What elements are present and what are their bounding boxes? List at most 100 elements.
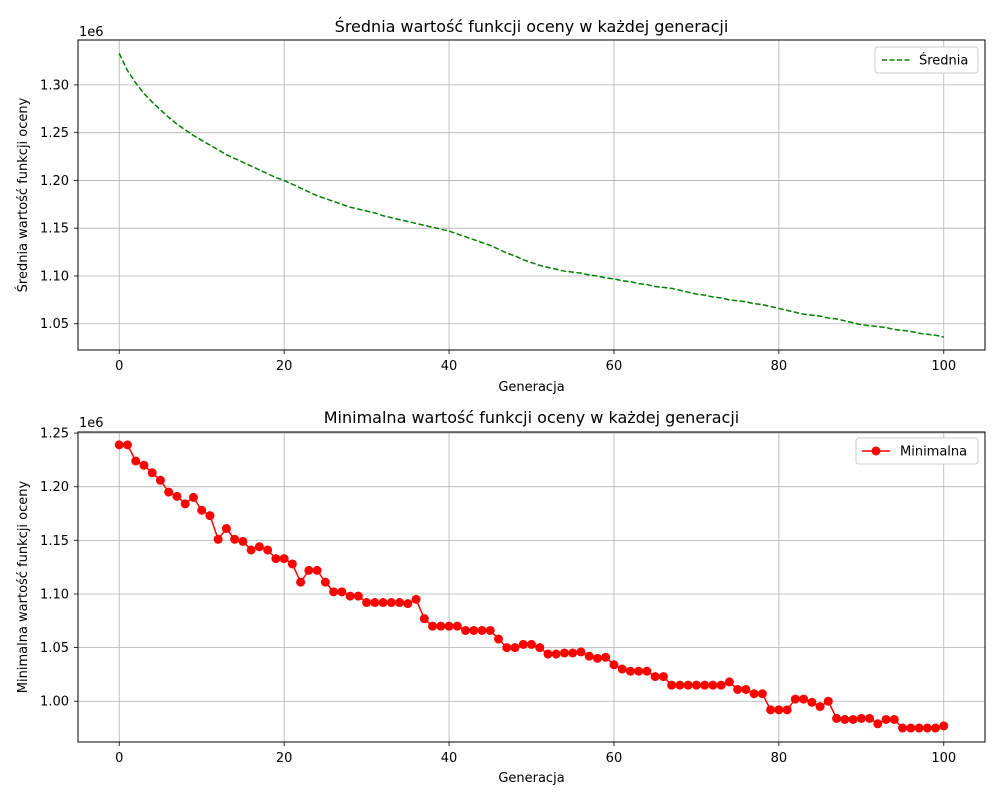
chart-title: Średnia wartość funkcji oceny w każdej g… <box>335 17 729 36</box>
data-point <box>395 598 405 608</box>
data-point <box>494 634 504 644</box>
data-point <box>766 705 776 715</box>
y-tick-label: 1.25 <box>40 427 69 442</box>
legend: Średnia <box>874 46 979 74</box>
axes-frame <box>77 39 986 351</box>
data-point <box>592 653 602 663</box>
data-point <box>312 565 322 575</box>
data-point <box>337 587 347 597</box>
data-point <box>238 536 248 546</box>
data-point <box>848 714 858 724</box>
y-tick-label: 1.15 <box>40 534 69 549</box>
x-tick-label: 40 <box>441 359 458 374</box>
y-tick-label: 1.20 <box>40 480 69 495</box>
grid <box>78 432 985 742</box>
y-tick-label: 1.20 <box>40 174 69 189</box>
data-point <box>856 713 866 723</box>
data-point <box>832 713 842 723</box>
data-point <box>551 649 561 659</box>
x-tick-label: 20 <box>276 359 293 374</box>
data-point <box>180 499 190 509</box>
data-point <box>205 511 215 521</box>
x-axis-label: Generacja <box>498 771 564 786</box>
data-point <box>675 680 685 690</box>
data-point <box>271 554 281 564</box>
data-point <box>609 660 619 670</box>
data-point <box>840 714 850 724</box>
data-point <box>625 666 635 676</box>
data-point <box>922 723 932 733</box>
data-point <box>353 591 363 601</box>
y-offset-text: 1e6 <box>79 416 104 431</box>
data-point <box>650 672 660 682</box>
x-tick-label: 80 <box>771 751 788 766</box>
axes-frame <box>77 431 986 743</box>
data-point <box>601 652 611 662</box>
data-point <box>906 723 916 733</box>
data-point <box>444 621 454 631</box>
data-point <box>419 614 429 624</box>
data-point <box>873 719 883 729</box>
data-point <box>716 680 726 690</box>
chart-title: Minimalna wartość funkcji oceny w każdej… <box>324 408 739 427</box>
data-point <box>279 554 289 564</box>
data-point <box>683 680 693 690</box>
y-tick-label: 1.30 <box>40 78 69 93</box>
data-point <box>287 559 297 569</box>
y-tick-label: 1.00 <box>40 695 69 710</box>
data-point <box>741 684 751 694</box>
data-point <box>724 677 734 687</box>
y-ticks: 1.05 1.10 1.15 1.20 1.25 1.30 <box>40 78 78 332</box>
data-point <box>122 440 132 450</box>
legend-marker-minimalna <box>871 446 881 456</box>
x-tick-label: 60 <box>606 359 623 374</box>
data-point <box>263 545 273 555</box>
data-point <box>320 577 330 587</box>
data-point <box>147 468 157 478</box>
data-point <box>436 621 446 631</box>
series-line <box>118 53 944 338</box>
data-point <box>510 643 520 653</box>
data-point <box>898 723 908 733</box>
data-point <box>362 598 372 608</box>
data-point <box>823 696 833 706</box>
data-point <box>370 598 380 608</box>
data-point <box>774 705 784 715</box>
data-point <box>559 648 569 658</box>
data-point <box>461 625 471 635</box>
legend-box <box>855 437 979 465</box>
x-tick-label: 80 <box>771 359 788 374</box>
data-point <box>757 689 767 699</box>
x-ticks: 0 20 40 60 80 100 <box>115 350 956 374</box>
data-point <box>658 672 668 682</box>
data-point <box>931 723 941 733</box>
y-axis-label: Minimalna wartość funkcji oceny <box>16 480 31 693</box>
data-point <box>799 694 809 704</box>
data-point <box>576 647 586 657</box>
data-point <box>403 599 413 609</box>
data-point <box>667 680 677 690</box>
data-point <box>642 666 652 676</box>
data-point <box>213 534 223 544</box>
x-axis-label: Generacja <box>498 380 564 395</box>
data-point <box>386 598 396 608</box>
data-point <box>502 643 512 653</box>
data-point <box>700 680 710 690</box>
x-tick-label: 0 <box>115 359 123 374</box>
data-point <box>139 460 149 470</box>
x-tick-label: 0 <box>115 751 123 766</box>
data-point <box>881 714 891 724</box>
data-point <box>428 621 438 631</box>
data-point <box>790 694 800 704</box>
data-point <box>172 491 182 501</box>
data-point <box>865 713 875 723</box>
data-point <box>221 524 231 534</box>
data-point <box>708 680 718 690</box>
legend: Minimalna <box>855 437 979 465</box>
x-tick-label: 60 <box>606 751 623 766</box>
y-ticks: 1.00 1.05 1.10 1.15 1.20 1.25 <box>40 427 78 710</box>
data-point <box>543 649 553 659</box>
data-point <box>329 587 339 597</box>
